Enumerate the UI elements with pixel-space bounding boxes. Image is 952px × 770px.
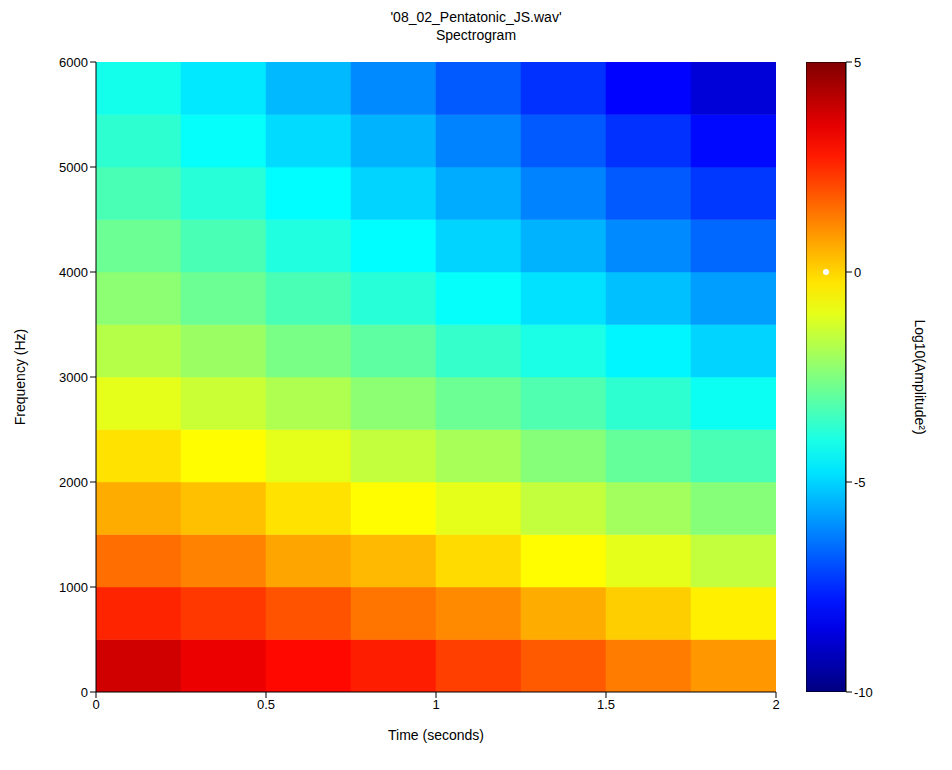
svg-text:0.5: 0.5 (257, 697, 275, 712)
svg-text:1000: 1000 (59, 580, 88, 595)
svg-text:2000: 2000 (59, 475, 88, 490)
svg-text:Time (seconds): Time (seconds) (388, 727, 484, 743)
svg-text:6000: 6000 (59, 55, 88, 70)
html-text:Spectrogram: Spectrogram (435, 27, 517, 43)
svg-text:5000: 5000 (59, 160, 88, 175)
html-text:'08_02_Pentatonic_JS.wav': '08_02_Pentatonic_JS.wav' (390, 9, 562, 25)
svg-text:0: 0 (81, 685, 88, 700)
svg-text:0: 0 (854, 265, 861, 280)
svg-text:2: 2 (772, 697, 779, 712)
svg-text:5: 5 (854, 55, 861, 70)
svg-text:1: 1 (432, 697, 439, 712)
svg-text:3000: 3000 (59, 370, 88, 385)
svg-text:Frequency (Hz): Frequency (Hz) (12, 329, 28, 425)
svg-text:-5: -5 (854, 475, 866, 490)
svg-text:4000: 4000 (59, 265, 88, 280)
svg-text:Log10(Amplitude²): Log10(Amplitude²) (912, 319, 928, 434)
svg-text:0: 0 (92, 697, 99, 712)
svg-text:-10: -10 (854, 685, 873, 700)
svg-text:1.5: 1.5 (597, 697, 615, 712)
